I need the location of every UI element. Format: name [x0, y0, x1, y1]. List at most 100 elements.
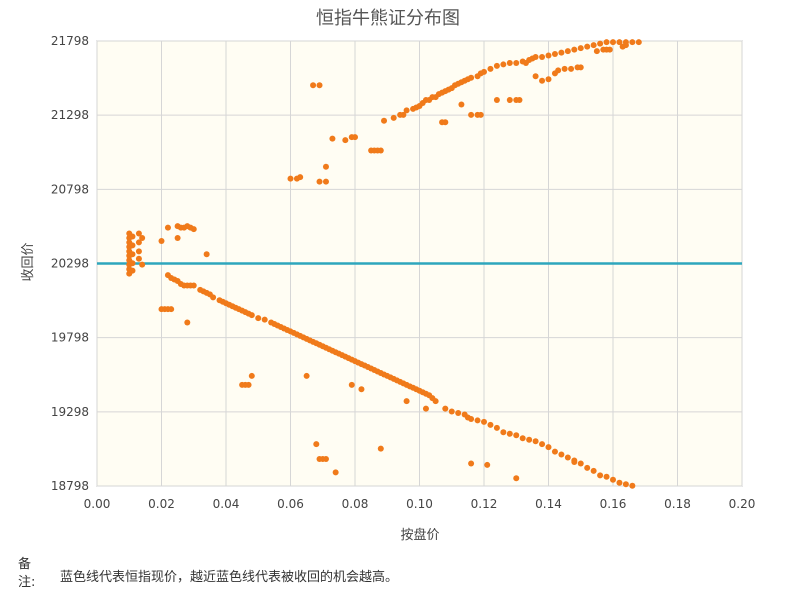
- scatter-point: [381, 117, 388, 124]
- scatter-point: [139, 261, 146, 268]
- scatter-point: [303, 372, 310, 379]
- scatter-point: [506, 59, 513, 66]
- scatter-point: [135, 239, 142, 246]
- x-tick-label: 0.12: [471, 497, 498, 511]
- scatter-point: [610, 476, 616, 483]
- scatter-point: [468, 415, 475, 422]
- scatter-point: [635, 39, 642, 46]
- scatter-point: [558, 49, 565, 56]
- scatter-point: [422, 405, 429, 412]
- scatter-point: [522, 59, 529, 66]
- scatter-point: [135, 230, 142, 237]
- scatter-point: [606, 46, 613, 53]
- scatter-point: [245, 381, 252, 388]
- scatter-point: [603, 473, 610, 480]
- scatter-point: [519, 435, 526, 442]
- y-tick-label: 20298: [51, 257, 89, 271]
- scatter-point: [442, 119, 449, 126]
- scatter-point: [432, 398, 439, 405]
- scatter-point: [539, 441, 546, 448]
- x-tick-label: 0.10: [406, 497, 433, 511]
- scatter-point: [342, 137, 349, 144]
- scatter-point: [129, 242, 136, 249]
- scatter-point: [577, 460, 584, 467]
- scatter-point: [571, 46, 578, 53]
- x-tick-label: 0.02: [148, 497, 175, 511]
- scatter-point: [316, 82, 323, 89]
- scatter-point: [484, 461, 491, 468]
- scatter-point: [448, 408, 455, 415]
- scatter-point: [532, 438, 539, 445]
- scatter-point: [590, 467, 597, 474]
- scatter-point: [555, 67, 562, 74]
- chart-title: 恒指牛熊证分布图: [316, 8, 460, 29]
- x-tick-label: 0.06: [277, 497, 304, 511]
- scatter-point: [190, 226, 197, 233]
- scatter-point: [622, 481, 629, 488]
- scatter-point: [571, 458, 578, 465]
- scatter-point: [545, 52, 552, 59]
- scatter-point: [287, 175, 294, 182]
- scatter-point: [487, 65, 494, 72]
- scatter-point: [577, 64, 584, 71]
- x-axis-ticks: 0.00 0.02 0.04 0.06 0.08 0.10 0.12 0.14 0.16 0.18…: [84, 497, 756, 511]
- scatter-point: [558, 451, 565, 458]
- y-tick-label: 19798: [51, 331, 89, 345]
- scatter-point: [513, 59, 520, 66]
- scatter-point: [506, 97, 513, 104]
- y-tick-label: 21298: [51, 108, 89, 122]
- scatter-point: [129, 267, 136, 274]
- scatter-point: [332, 469, 339, 476]
- scatter-point: [561, 65, 568, 72]
- scatter-point: [377, 147, 384, 154]
- scatter-point: [348, 381, 355, 388]
- scatter-point: [310, 82, 317, 89]
- scatter-point: [322, 178, 329, 185]
- scatter-point: [210, 294, 217, 301]
- scatter-point: [403, 398, 410, 405]
- scatter-point: [532, 54, 539, 61]
- scatter-point: [135, 248, 142, 255]
- x-tick-label: 0.20: [729, 497, 756, 511]
- y-tick-label: 18798: [51, 479, 89, 493]
- scatter-point: [593, 48, 600, 55]
- scatter-point: [203, 251, 210, 258]
- scatter-point: [551, 448, 558, 455]
- scatter-point: [297, 174, 304, 181]
- scatter-point: [629, 39, 636, 46]
- data-points: [126, 39, 642, 489]
- scatter-point: [174, 234, 181, 241]
- scatter-point: [135, 255, 142, 262]
- scatter-point: [564, 48, 571, 55]
- scatter-point: [377, 445, 384, 452]
- scatter-point: [610, 39, 616, 46]
- scatter-point: [539, 54, 546, 61]
- scatter-point: [168, 306, 175, 313]
- scatter-point: [458, 101, 465, 108]
- y-axis-ticks: 18798 19298 19798 20298 20798 21298 21798: [51, 34, 89, 493]
- scatter-point: [500, 429, 507, 436]
- scatter-point: [477, 111, 484, 118]
- scatter-point: [616, 39, 623, 46]
- scatter-point: [500, 61, 507, 68]
- scatter-point: [551, 51, 558, 58]
- scatter-point: [545, 444, 552, 451]
- scatter-point: [403, 107, 410, 114]
- scatter-point: [545, 76, 552, 83]
- scatter-point: [603, 39, 610, 46]
- scatter-point: [400, 111, 407, 118]
- scatter-point: [584, 43, 591, 50]
- scatter-point: [352, 134, 358, 141]
- scatter-point: [622, 42, 629, 49]
- x-axis-label: 按盘价: [400, 527, 439, 543]
- note-text: 蓝色线代表恒指现价，越近蓝色线代表被收回的机会越高。: [60, 570, 399, 585]
- scatter-point: [539, 77, 546, 84]
- scatter-point: [129, 260, 136, 267]
- x-tick-label: 0.00: [84, 497, 111, 511]
- scatter-point: [468, 460, 475, 467]
- scatter-point: [468, 74, 475, 81]
- x-tick-label: 0.04: [213, 497, 240, 511]
- scatter-point: [616, 479, 623, 486]
- scatter-point: [129, 233, 136, 240]
- scatter-point: [577, 45, 584, 52]
